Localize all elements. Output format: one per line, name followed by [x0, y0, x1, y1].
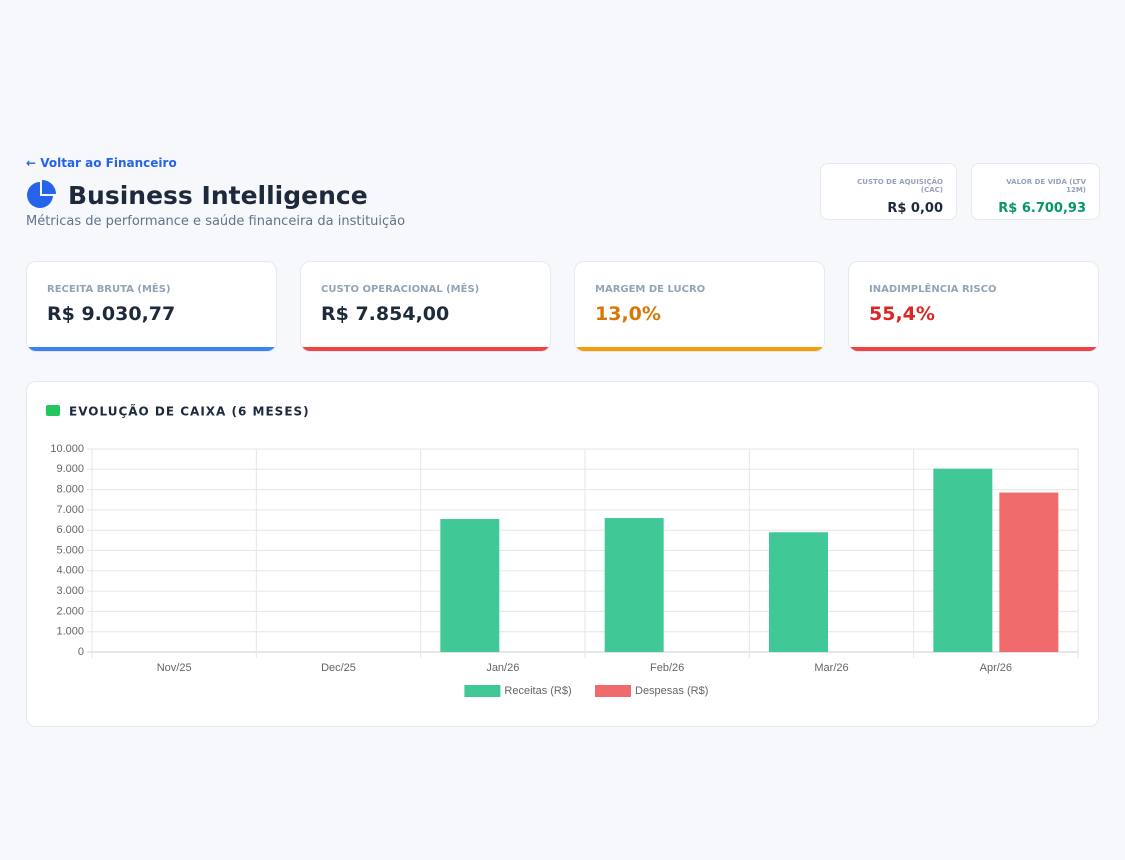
back-link[interactable]: ← Voltar ao Financeiro [26, 156, 177, 170]
y-tick-label: 4.000 [56, 565, 84, 577]
kpi-label: MARGEM DE LUCRO [595, 284, 706, 295]
y-tick-label: 1.000 [56, 626, 84, 638]
kpi-card: CUSTO OPERACIONAL (MÊS) R$ 7.854,00 [300, 261, 551, 352]
y-tick-label: 10.000 [50, 443, 84, 455]
legend-swatch[interactable] [595, 685, 631, 697]
kpi-value: R$ 9.030,77 [47, 303, 176, 325]
x-tick-label: Feb/26 [650, 662, 684, 674]
chart-panel [26, 381, 1099, 727]
kpi-accent [575, 347, 824, 351]
money-icon [46, 405, 60, 416]
y-tick-label: 9.000 [56, 463, 84, 475]
y-tick-label: 3.000 [56, 585, 84, 597]
kpi-card: INADIMPLÊNCIA RISCO 55,4% [848, 261, 1099, 352]
legend-label[interactable]: Despesas (R$) [635, 685, 708, 697]
y-tick-label: 5.000 [56, 544, 84, 556]
summary-label: VALOR DE VIDA (LTV 12M) [1006, 178, 1086, 194]
x-tick-label: Jan/26 [486, 662, 519, 674]
chart-title: EVOLUÇÃO DE CAIXA (6 MESES) [69, 404, 310, 419]
x-tick-label: Apr/26 [980, 662, 1012, 674]
kpi-value: 55,4% [869, 303, 935, 325]
summary-card: VALOR DE VIDA (LTV 12M) R$ 6.700,93 [971, 163, 1100, 220]
kpi-value: 13,0% [595, 303, 661, 325]
back-link-text[interactable]: Voltar ao Financeiro [40, 156, 177, 170]
bar [933, 468, 993, 652]
y-tick-label: 6.000 [56, 524, 84, 536]
y-tick-label: 8.000 [56, 484, 84, 496]
kpi-label: RECEITA BRUTA (MÊS) [47, 284, 171, 295]
kpi-value: R$ 7.854,00 [321, 303, 450, 325]
title-text: Business Intelligence [68, 180, 368, 210]
summary-value: R$ 6.700,93 [998, 201, 1086, 216]
y-tick-label: 7.000 [56, 504, 84, 516]
legend-label[interactable]: Receitas (R$) [504, 685, 571, 697]
x-tick-label: Mar/26 [814, 662, 848, 674]
bar [769, 532, 828, 652]
page-title: Business Intelligence [26, 180, 368, 210]
summary-value: R$ 0,00 [887, 201, 943, 216]
summary-card: CUSTO DE AQUISIÇÃO (CAC) R$ 0,00 [820, 163, 957, 220]
bar [604, 518, 664, 652]
pie-icon [27, 180, 56, 208]
kpi-label: INADIMPLÊNCIA RISCO [869, 284, 997, 295]
kpi-card: RECEITA BRUTA (MÊS) R$ 9.030,77 [26, 261, 277, 352]
x-tick-label: Dec/25 [321, 662, 356, 674]
kpi-accent [301, 347, 550, 351]
summary-label: CUSTO DE AQUISIÇÃO (CAC) [857, 178, 943, 194]
kpi-accent [27, 347, 276, 351]
kpi-label: CUSTO OPERACIONAL (MÊS) [321, 284, 480, 295]
kpi-card: MARGEM DE LUCRO 13,0% [574, 261, 825, 352]
subtitle: Métricas de performance e saúde financei… [26, 214, 406, 229]
x-tick-label: Nov/25 [157, 662, 192, 674]
bar [999, 492, 1059, 652]
bar [440, 519, 500, 652]
y-tick-label: 0 [78, 646, 84, 658]
legend-swatch[interactable] [464, 685, 501, 697]
kpi-accent [849, 347, 1098, 351]
y-tick-label: 2.000 [56, 605, 84, 617]
